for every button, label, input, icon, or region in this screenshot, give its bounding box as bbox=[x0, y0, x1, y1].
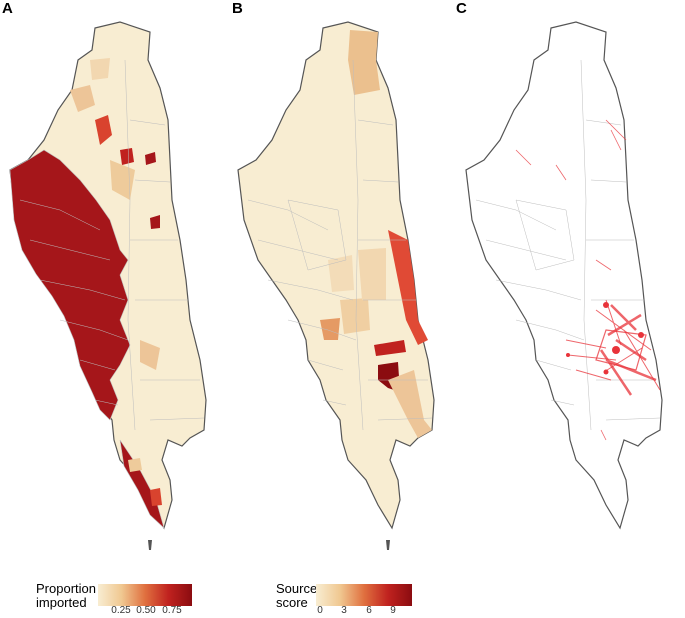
legend-title-line2: imported bbox=[36, 595, 87, 610]
legend-tick: 0.75 bbox=[162, 605, 182, 616]
panel-label-a: A bbox=[2, 0, 13, 17]
island-mark bbox=[386, 540, 390, 550]
legend-tick: 3 bbox=[341, 605, 347, 616]
panel-b: B bbox=[228, 0, 456, 560]
legend-proportion-imported: Proportion imported 0.25 0.50 0.75 bbox=[36, 578, 236, 618]
legend-title-line2: score bbox=[276, 595, 308, 610]
unit-boundaries bbox=[19, 59, 205, 431]
legend-tick: 0.50 bbox=[136, 605, 156, 616]
panel-a: A bbox=[0, 0, 228, 560]
legend-color-bar bbox=[98, 584, 192, 606]
panel-label-b: B bbox=[232, 0, 243, 17]
network-hubs bbox=[566, 302, 644, 375]
source-score-patches bbox=[320, 30, 432, 438]
unit-boundaries bbox=[247, 59, 433, 431]
legend-title-line1: Proportion bbox=[36, 581, 96, 596]
legend-tick: 0.25 bbox=[111, 605, 131, 616]
legend-color-bar bbox=[316, 584, 412, 606]
legend-tick: 9 bbox=[390, 605, 396, 616]
map-proportion-imported bbox=[9, 21, 207, 550]
unit-boundaries bbox=[475, 59, 661, 431]
region-outline bbox=[465, 21, 663, 530]
movement-flows bbox=[515, 119, 661, 441]
island-mark bbox=[148, 540, 152, 550]
map-source-score bbox=[237, 21, 435, 550]
map-movement-network bbox=[465, 21, 663, 530]
panel-c: C bbox=[456, 0, 684, 560]
legend-tick: 6 bbox=[366, 605, 372, 616]
legend-tick: 0 bbox=[317, 605, 323, 616]
legend-source-score: Source score 0 3 6 9 bbox=[276, 578, 476, 618]
legend-title-line1: Source bbox=[276, 581, 318, 596]
panel-label-c: C bbox=[456, 0, 467, 17]
